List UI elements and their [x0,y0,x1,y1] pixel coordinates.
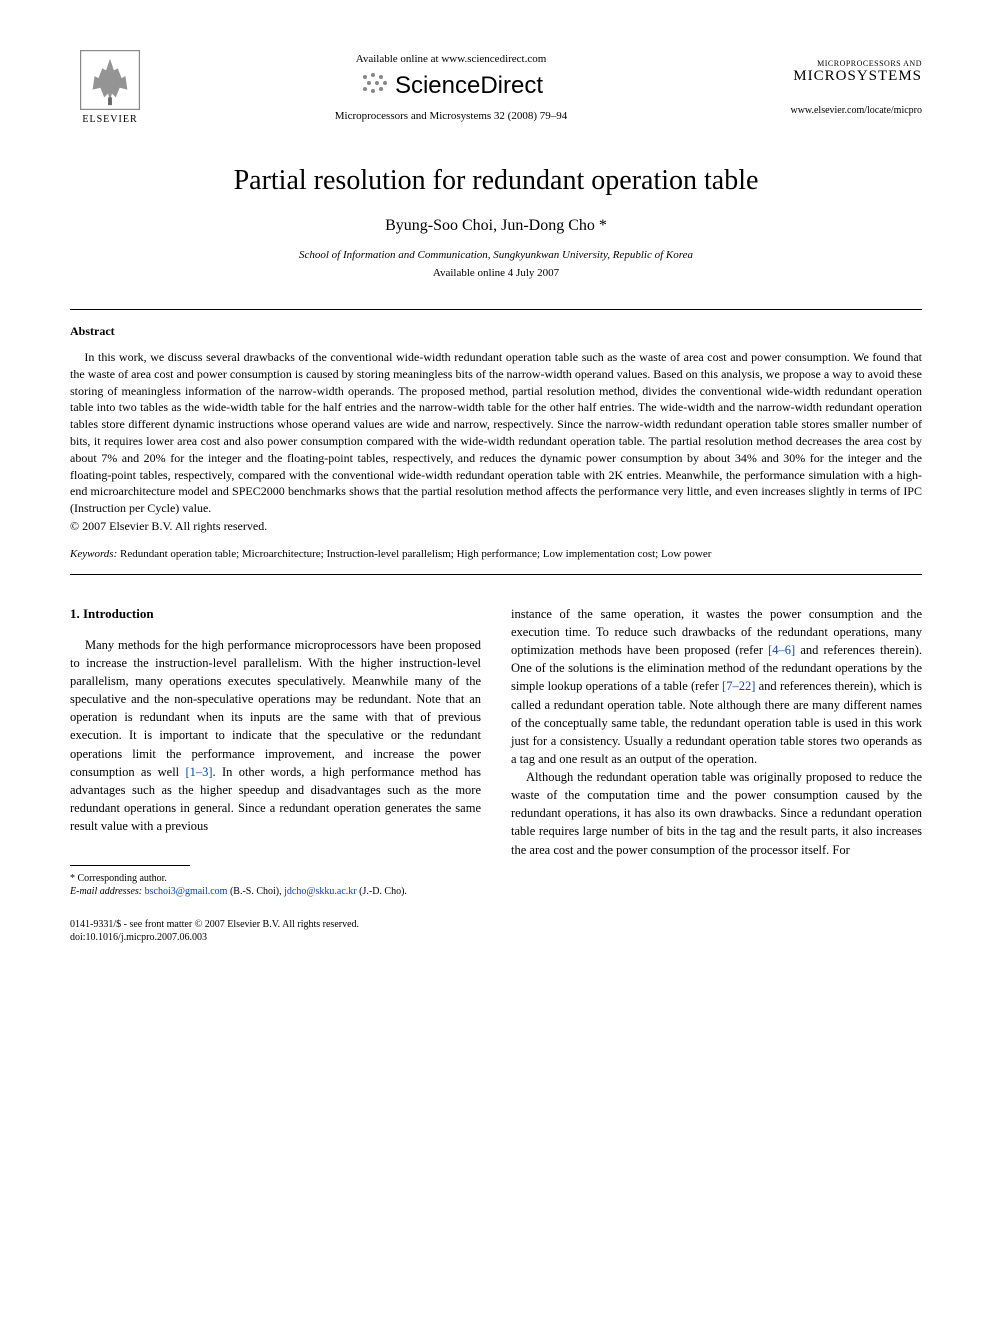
keywords-text: Redundant operation table; Microarchitec… [117,548,711,560]
body-columns: 1. Introduction Many methods for the hig… [70,605,922,944]
available-online-text: Available online at www.sciencedirect.co… [150,53,752,65]
journal-name-small: MICROPROCESSORS AND [752,59,922,68]
authors: Byung-Soo Choi, Jun-Dong Cho * [70,217,922,235]
footer-block: 0141-9331/$ - see front matter © 2007 El… [70,918,481,944]
affiliation: School of Information and Communication,… [70,249,922,261]
abstract-heading: Abstract [70,324,922,339]
ref-link-4-6[interactable]: [4–6] [768,643,795,657]
elsevier-logo: ELSEVIER [70,50,150,125]
sd-dots-icon [359,71,389,102]
column-right: instance of the same operation, it waste… [511,605,922,944]
page-header: ELSEVIER Available online at www.science… [70,50,922,125]
intro-p1-left: Many methods for the high performance mi… [70,636,481,835]
email-line: E-mail addresses: bschoi3@gmail.com (B.-… [70,885,481,898]
email-link-1[interactable]: bschoi3@gmail.com [145,886,228,897]
journal-url: www.elsevier.com/locate/micpro [752,105,922,116]
intro-p2-right: Although the redundant operation table w… [511,768,922,859]
intro-p1-right: instance of the same operation, it waste… [511,605,922,768]
email-name-1: (B.-S. Choi), [227,886,284,897]
journal-citation: Microprocessors and Microsystems 32 (200… [150,110,752,122]
email-label: E-mail addresses: [70,886,145,897]
elsevier-tree-icon [80,50,140,110]
footer-doi: doi:10.1016/j.micpro.2007.06.003 [70,931,481,944]
email-link-2[interactable]: jdcho@skku.ac.kr [284,886,357,897]
elsevier-text: ELSEVIER [82,114,137,125]
ref-link-7-22[interactable]: [7–22] [722,679,755,693]
rule-bottom [70,574,922,575]
journal-name-big: MICROSYSTEMS [752,68,922,85]
footnote-rule [70,865,190,866]
rule-top [70,309,922,310]
email-name-2: (J.-D. Cho). [357,886,407,897]
abstract-copyright: © 2007 Elsevier B.V. All rights reserved… [70,519,922,534]
paper-title: Partial resolution for redundant operati… [70,165,922,197]
keywords: Keywords: Redundant operation table; Mic… [70,548,922,560]
header-right: MICROPROCESSORS AND MICROSYSTEMS www.els… [752,59,922,116]
section-1-heading: 1. Introduction [70,605,481,624]
footnote-block: * Corresponding author. E-mail addresses… [70,872,481,898]
abstract-text: In this work, we discuss several drawbac… [70,349,922,517]
available-date: Available online 4 July 2007 [70,267,922,279]
column-left: 1. Introduction Many methods for the hig… [70,605,481,944]
footer-copyright: 0141-9331/$ - see front matter © 2007 El… [70,918,481,931]
corresponding-author: * Corresponding author. [70,872,481,885]
keywords-label: Keywords: [70,548,117,560]
sciencedirect-logo: ScienceDirect [150,71,752,102]
ref-link-1-3[interactable]: [1–3] [185,765,212,779]
sciencedirect-text: ScienceDirect [395,72,543,99]
header-center: Available online at www.sciencedirect.co… [150,53,752,122]
